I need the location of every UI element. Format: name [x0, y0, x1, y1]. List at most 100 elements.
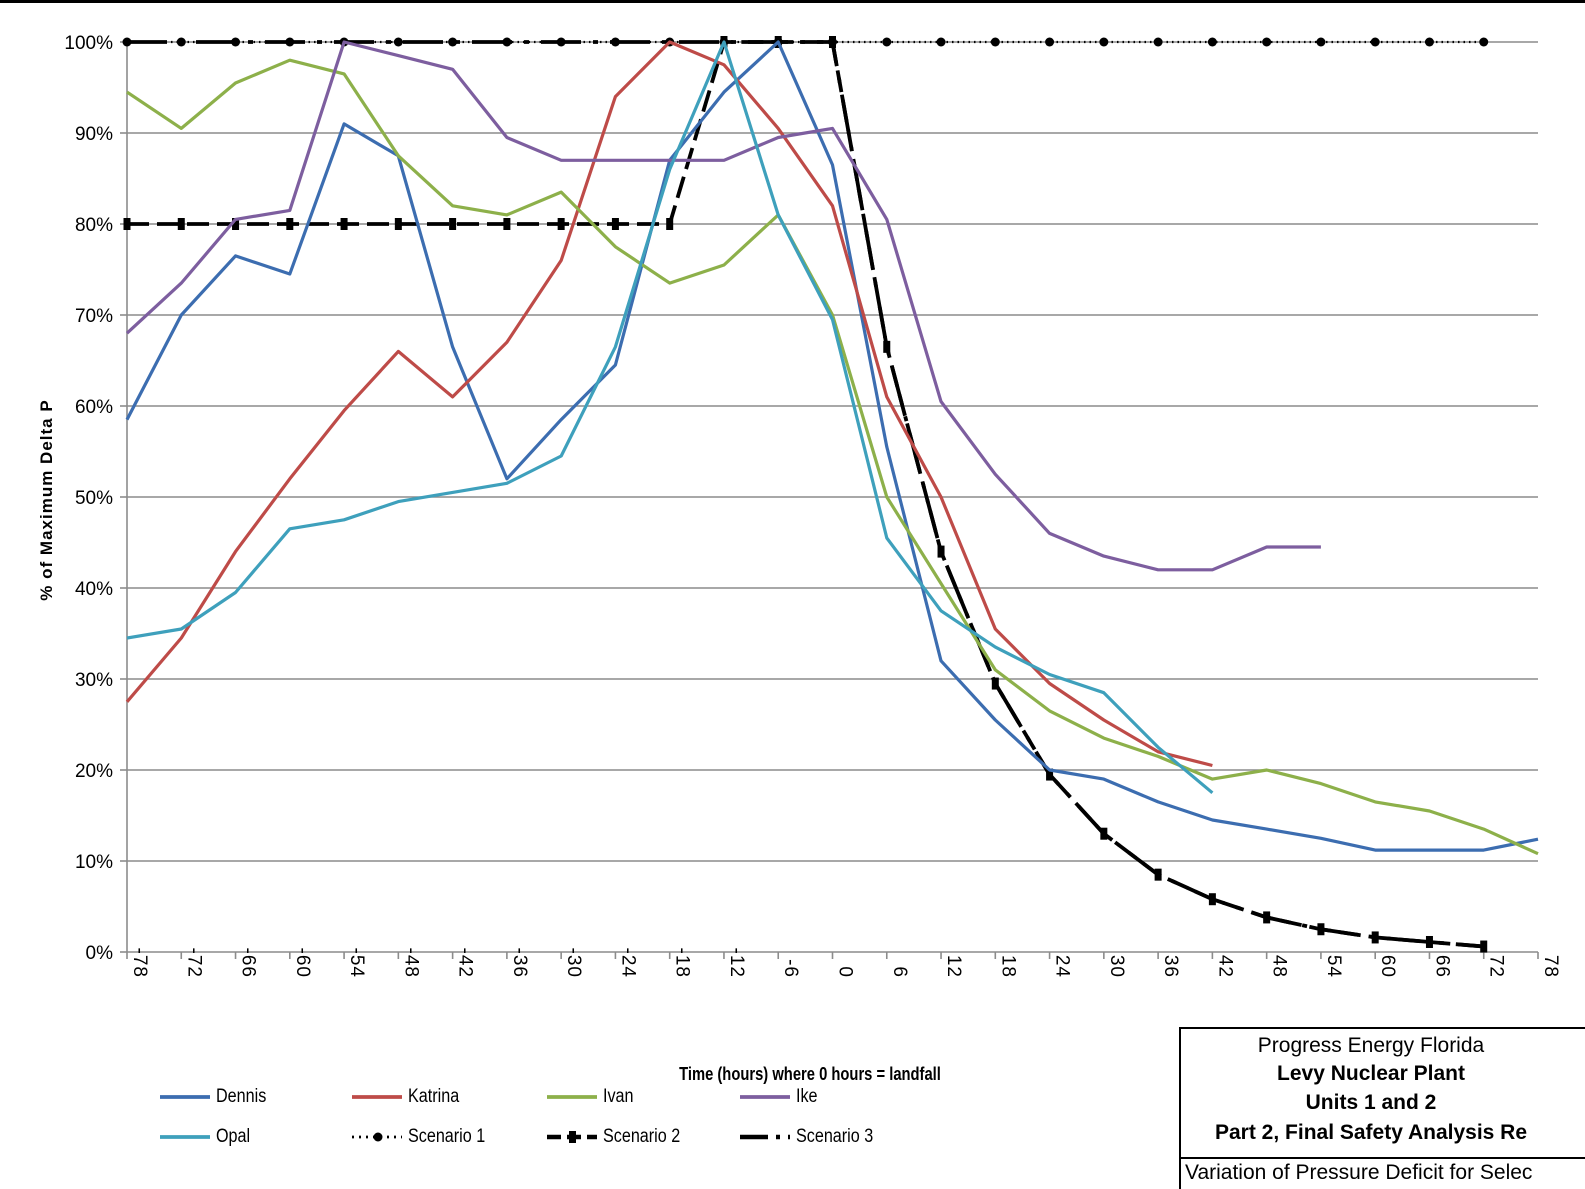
legend-label-ike: Ike	[796, 1086, 818, 1107]
x-tick-label: 30	[1106, 955, 1127, 978]
x-tick-label: 60	[1377, 955, 1398, 978]
series-marker-scenario-2	[557, 218, 565, 230]
title-block-company: Progress Energy Florida	[1257, 1034, 1485, 1057]
series-marker-scenario-2	[1425, 935, 1433, 948]
series-marker-scenario-1	[1479, 37, 1489, 47]
x-tick-label: -42	[455, 948, 476, 978]
y-tick-label: 30%	[75, 670, 113, 691]
series-marker-scenario-2	[611, 218, 619, 230]
x-tick-label: 72	[1486, 955, 1507, 978]
legend-label-dennis: Dennis	[216, 1086, 267, 1107]
legend-label-ivan: Ivan	[603, 1086, 634, 1107]
legend-swatch-scenario-2	[547, 1131, 597, 1143]
series-line-scenario-2	[127, 40, 1484, 949]
x-tick-labels: -78 -72 -66 -60 -54 -48 -42 -36 -30 -24 -18 -12 -6 0 6…	[129, 948, 1561, 978]
series-marker-scenario-1	[1370, 37, 1380, 47]
x-tick-label: 24	[1052, 955, 1073, 978]
series-marker-scenario-1	[448, 37, 458, 47]
y-tick-label: 60%	[75, 397, 113, 418]
series-line-ike	[125, 40, 1321, 572]
legend-label-opal: Opal	[216, 1126, 251, 1147]
x-tick-label: 78	[1540, 955, 1561, 978]
title-block-plant: Levy Nuclear Plant	[1277, 1062, 1465, 1085]
series-marker-scenario-1	[393, 37, 403, 47]
series-marker-scenario-1	[1099, 37, 1109, 47]
x-tick-label: -48	[400, 948, 421, 978]
legend-swatch-scenario-3	[740, 1134, 790, 1140]
series-marker-scenario-2	[883, 340, 891, 353]
x-tick-label: 18	[997, 955, 1018, 978]
y-tick-label: 80%	[75, 215, 113, 236]
x-tick-label: -66	[238, 948, 259, 978]
axes	[120, 41, 1539, 959]
y-tick-label: 10%	[75, 852, 113, 873]
x-tick-label: -18	[672, 948, 693, 978]
series-marker-scenario-2	[449, 218, 457, 230]
series-marker-scenario-2	[1371, 931, 1379, 944]
legend-swatch-dennis	[160, 1095, 210, 1099]
x-axis-label: Time (hours) where 0 hours = landfall	[679, 1064, 941, 1084]
legend-swatch-ivan	[547, 1095, 597, 1099]
line-chart: 0% 10% 20% 30% 40% 50% 60% 70% 80% 90% 100% -78 -72…	[37, 33, 1561, 978]
series-marker-scenario-1	[882, 37, 892, 47]
series-lines	[122, 36, 1539, 953]
x-tick-label: 36	[1160, 955, 1181, 978]
y-tick-label: 70%	[75, 306, 113, 327]
series-marker-scenario-1	[990, 37, 1000, 47]
x-tick-label: -12	[726, 948, 747, 978]
y-tick-label: 0%	[86, 943, 114, 964]
series-marker-scenario-1	[1207, 37, 1217, 47]
y-tick-labels: 0% 10% 20% 30% 40% 50% 60% 70% 80% 90% 100%	[64, 33, 113, 964]
x-tick-label: 6	[889, 966, 910, 978]
x-tick-label: 54	[1323, 955, 1344, 978]
y-tick-label: 90%	[75, 124, 113, 145]
y-axis-label: % of Maximum Delta P	[37, 399, 56, 600]
legend-swatch-opal	[160, 1135, 210, 1139]
series-marker-scenario-2	[123, 218, 131, 230]
x-tick-label: 48	[1269, 955, 1290, 978]
legend-label-scenario-3: Scenario 3	[796, 1126, 874, 1147]
x-tick-label: -6	[780, 959, 801, 978]
legend: Dennis Katrina Ivan Ike Opal Scenario 1 Scenar…	[160, 1085, 920, 1175]
legend-item-katrina: Katrina	[352, 1085, 468, 1109]
legend-item-dennis: Dennis	[160, 1085, 275, 1109]
x-tick-label: -54	[346, 948, 367, 978]
x-tick-label: -30	[563, 948, 584, 978]
legend-swatch-ike	[740, 1095, 790, 1099]
legend-item-scenario-1: Scenario 1	[352, 1125, 499, 1149]
legend-item-ivan: Ivan	[547, 1085, 639, 1109]
x-tick-label: -60	[292, 948, 313, 978]
series-line-katrina	[125, 40, 1213, 768]
y-tick-label: 20%	[75, 761, 113, 782]
series-marker-scenario-1	[936, 37, 946, 47]
x-tick-label: 66	[1431, 955, 1452, 978]
series-marker-scenario-2	[340, 218, 348, 230]
y-tick-label: 50%	[75, 488, 113, 509]
legend-swatch-katrina	[352, 1095, 402, 1099]
series-marker-scenario-2	[394, 218, 402, 230]
series-marker-scenario-2	[666, 218, 674, 230]
x-tick-label: -72	[183, 948, 204, 978]
legend-item-ike: Ike	[740, 1085, 821, 1109]
legend-label-katrina: Katrina	[408, 1086, 460, 1107]
series-line-opal	[126, 40, 1214, 795]
top-border-line	[0, 0, 1585, 3]
series-marker-scenario-2	[503, 218, 511, 230]
title-block: Progress Energy Florida Levy Nuclear Pla…	[1179, 1027, 1585, 1189]
legend-item-scenario-2: Scenario 2	[547, 1125, 694, 1149]
y-tick-label: 40%	[75, 579, 113, 600]
series-line-ivan	[126, 58, 1539, 856]
series-marker-scenario-2	[991, 677, 999, 690]
title-block-units: Units 1 and 2	[1305, 1091, 1437, 1114]
x-tick-label: 42	[1214, 955, 1235, 978]
series-marker-scenario-1	[1262, 37, 1272, 47]
legend-item-opal: Opal	[160, 1125, 256, 1149]
series-marker-scenario-1	[1045, 37, 1055, 47]
legend-swatch-scenario-1	[352, 1132, 402, 1142]
series-marker-scenario-2	[232, 218, 240, 230]
x-tick-label: -36	[509, 948, 530, 978]
title-block-caption: Variation of Pressure Deficit for Selec	[1185, 1161, 1533, 1184]
y-tick-label: 100%	[64, 33, 113, 54]
series-line-dennis	[125, 40, 1539, 852]
series-marker-scenario-1	[1424, 37, 1434, 47]
